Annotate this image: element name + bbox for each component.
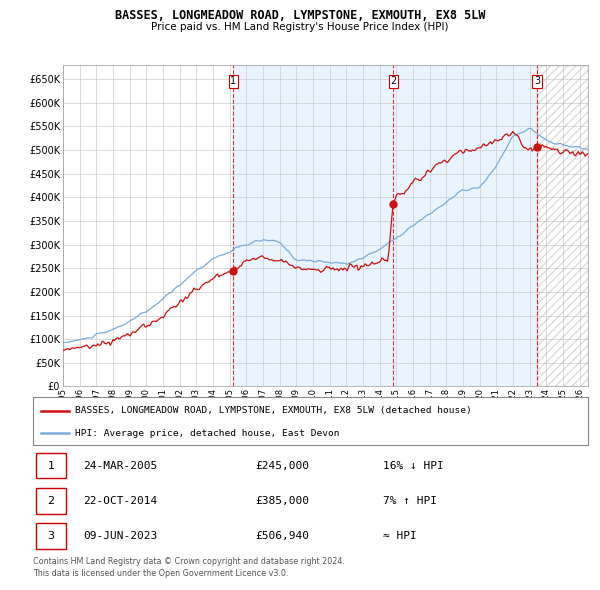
Text: BASSES, LONGMEADOW ROAD, LYMPSTONE, EXMOUTH, EX8 5LW (detached house): BASSES, LONGMEADOW ROAD, LYMPSTONE, EXMO… — [74, 406, 472, 415]
Text: 09-JUN-2023: 09-JUN-2023 — [83, 532, 157, 541]
Text: 2: 2 — [390, 76, 396, 86]
Text: This data is licensed under the Open Government Licence v3.0.: This data is licensed under the Open Gov… — [33, 569, 289, 578]
Text: ≈ HPI: ≈ HPI — [383, 532, 416, 541]
Text: 1: 1 — [47, 461, 55, 470]
Text: 3: 3 — [534, 76, 540, 86]
Bar — [537, 65, 588, 386]
Text: £506,940: £506,940 — [255, 532, 309, 541]
Text: 3: 3 — [47, 532, 55, 541]
Text: Contains HM Land Registry data © Crown copyright and database right 2024.: Contains HM Land Registry data © Crown c… — [33, 558, 345, 566]
Text: BASSES, LONGMEADOW ROAD, LYMPSTONE, EXMOUTH, EX8 5LW: BASSES, LONGMEADOW ROAD, LYMPSTONE, EXMO… — [115, 9, 485, 22]
Text: 16% ↓ HPI: 16% ↓ HPI — [383, 461, 443, 470]
Bar — [233, 65, 537, 386]
FancyBboxPatch shape — [36, 523, 66, 549]
Text: £245,000: £245,000 — [255, 461, 309, 470]
Text: 1: 1 — [230, 76, 236, 86]
Text: HPI: Average price, detached house, East Devon: HPI: Average price, detached house, East… — [74, 429, 339, 438]
Text: 22-OCT-2014: 22-OCT-2014 — [83, 496, 157, 506]
Text: Price paid vs. HM Land Registry's House Price Index (HPI): Price paid vs. HM Land Registry's House … — [151, 22, 449, 32]
Text: 2: 2 — [47, 496, 55, 506]
Text: £385,000: £385,000 — [255, 496, 309, 506]
FancyBboxPatch shape — [36, 488, 66, 514]
FancyBboxPatch shape — [36, 453, 66, 478]
Text: 24-MAR-2005: 24-MAR-2005 — [83, 461, 157, 470]
Text: 7% ↑ HPI: 7% ↑ HPI — [383, 496, 437, 506]
Bar — [537, 65, 588, 386]
